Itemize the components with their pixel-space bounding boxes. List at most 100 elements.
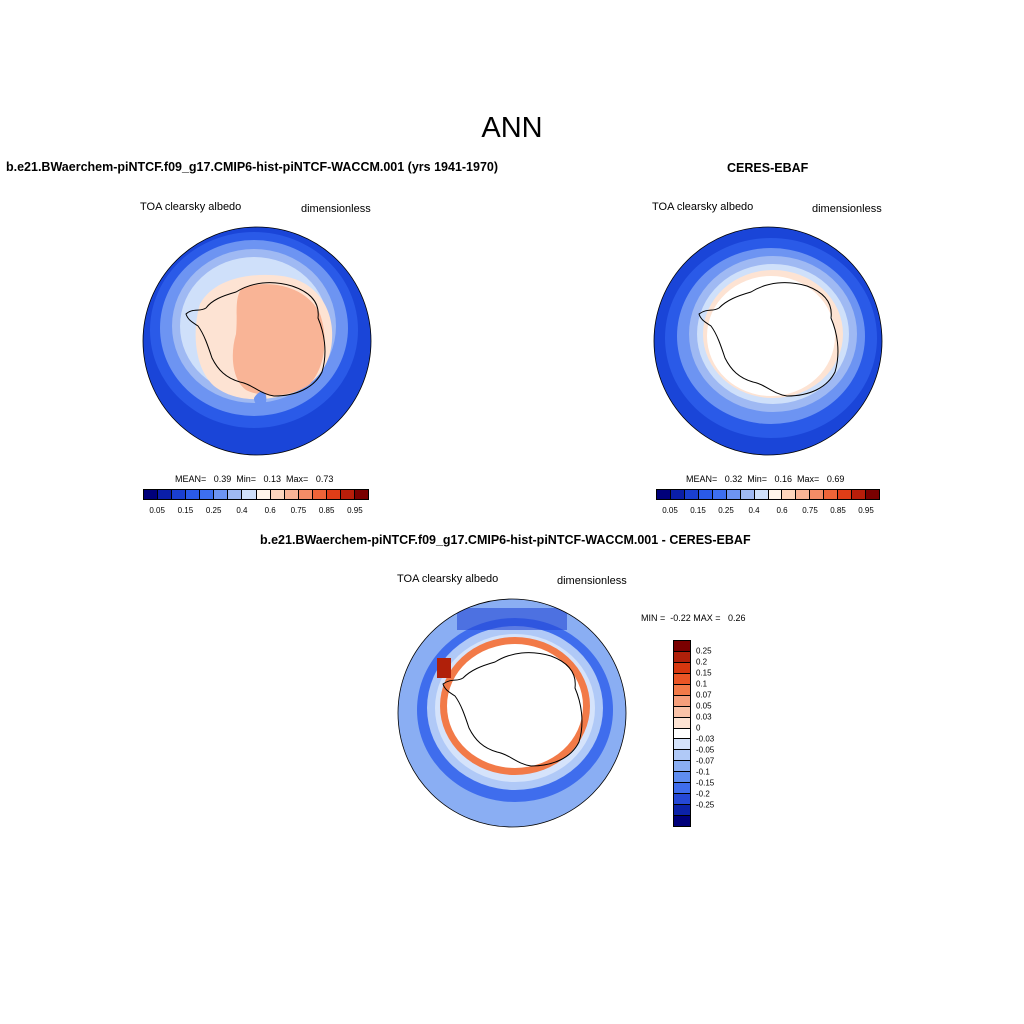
colorbar-swatch — [674, 641, 690, 652]
colorbar-swatch — [674, 673, 690, 685]
colorbar-swatch — [698, 490, 713, 499]
colorbar-tick-label: -0.25 — [696, 800, 715, 810]
colorbar-tick-label: 0.85 — [318, 506, 335, 515]
panel2-colorbar — [656, 489, 880, 500]
colorbar-tick-label: 0.4 — [748, 506, 760, 515]
colorbar-tick-label: 0.6 — [776, 506, 788, 515]
colorbar-tick-label: 0.1 — [696, 679, 708, 689]
colorbar-tick-label: 0.25 — [205, 506, 222, 515]
panel2-title: CERES-EBAF — [727, 161, 809, 175]
colorbar-swatch — [200, 490, 215, 499]
colorbar-swatch — [312, 490, 327, 499]
main-title: ANN — [481, 112, 543, 144]
colorbar-tick-label: 0.95 — [858, 506, 874, 515]
colorbar-swatch — [270, 490, 285, 499]
colorbar-swatch — [674, 816, 690, 826]
panel1-variable: TOA clearsky albedo — [140, 201, 242, 213]
colorbar-tick-label: 0 — [696, 723, 701, 733]
colorbar-swatch — [186, 490, 201, 499]
panel1-stats: MEAN= 0.39 Min= 0.13 Max= 0.73 — [175, 474, 334, 484]
colorbar-swatch — [172, 490, 187, 499]
colorbar-tick-label: 0.95 — [347, 506, 363, 515]
colorbar-swatch — [674, 761, 690, 773]
colorbar-swatch — [674, 695, 690, 707]
colorbar-swatch — [657, 490, 671, 499]
colorbar-swatch — [674, 783, 690, 795]
panel1-units: dimensionless — [301, 203, 371, 215]
colorbar-tick-label: -0.2 — [696, 789, 710, 799]
colorbar-tick-label: -0.03 — [696, 734, 715, 744]
colorbar-swatch — [674, 662, 690, 674]
colorbar-tick-label: -0.05 — [696, 745, 715, 755]
colorbar-swatch — [768, 490, 783, 499]
panel3-variable: TOA clearsky albedo — [397, 573, 499, 585]
colorbar-swatch — [214, 490, 229, 499]
colorbar-tick-label: 0.25 — [696, 646, 712, 656]
colorbar-swatch — [242, 490, 257, 499]
colorbar-swatch — [674, 750, 690, 762]
colorbar-tick-label: 0.75 — [802, 506, 818, 515]
panel3-units: dimensionless — [557, 575, 627, 587]
colorbar-swatch — [284, 490, 299, 499]
colorbar-tick-label: -0.07 — [696, 756, 715, 766]
colorbar-swatch — [674, 794, 690, 806]
colorbar-tick-label: -0.1 — [696, 767, 710, 777]
colorbar-swatch — [670, 490, 685, 499]
colorbar-swatch — [256, 490, 271, 499]
colorbar-swatch — [838, 490, 853, 499]
colorbar-swatch — [726, 490, 741, 499]
panel1-title: b.e21.BWaerchem-piNTCF.f09_g17.CMIP6-his… — [6, 160, 499, 174]
panel2-stats: MEAN= 0.32 Min= 0.16 Max= 0.69 — [686, 474, 845, 484]
colorbar-swatch — [754, 490, 769, 499]
panel3-colorbar-labels: 0.25 0.2 0.15 0.1 0.07 0.05 0.03 0 -0.03 -0.05 -0.… — [696, 640, 736, 827]
colorbar-tick-label: 0.4 — [236, 506, 248, 515]
colorbar-swatch — [298, 490, 313, 499]
colorbar-swatch — [866, 490, 879, 499]
colorbar-swatch — [810, 490, 825, 499]
colorbar-swatch — [144, 490, 159, 499]
colorbar-swatch — [674, 739, 690, 751]
colorbar-swatch — [674, 684, 690, 696]
panel2-map — [653, 226, 883, 456]
colorbar-swatch — [674, 728, 690, 740]
colorbar-swatch — [158, 490, 173, 499]
colorbar-swatch — [340, 490, 355, 499]
panel1-colorbar — [143, 489, 369, 500]
colorbar-tick-label: 0.15 — [177, 506, 194, 515]
colorbar-tick-label: -0.15 — [696, 778, 715, 788]
panel3-stats: MIN = -0.22 MAX = 0.26 — [641, 613, 746, 623]
colorbar-swatch — [674, 805, 690, 816]
colorbar-swatch — [228, 490, 243, 499]
colorbar-tick-label: 0.05 — [149, 506, 165, 515]
colorbar-swatch — [684, 490, 699, 499]
panel3-map — [397, 598, 627, 828]
colorbar-swatch — [354, 490, 368, 499]
colorbar-tick-label: 0.2 — [696, 657, 708, 667]
colorbar-tick-label: 0.75 — [290, 506, 307, 515]
colorbar-tick-label: 0.07 — [696, 690, 712, 700]
panel3-title: b.e21.BWaerchem-piNTCF.f09_g17.CMIP6-his… — [260, 533, 751, 547]
colorbar-swatch — [712, 490, 727, 499]
panel1-map — [142, 226, 372, 456]
panel3-colorbar — [673, 640, 691, 827]
colorbar-tick-label: 0.15 — [696, 668, 712, 678]
colorbar-tick-label: 0.6 — [264, 506, 276, 515]
colorbar-tick-label: 0.15 — [690, 506, 706, 515]
colorbar-swatch — [782, 490, 797, 499]
colorbar-swatch — [674, 651, 690, 663]
panel2-units: dimensionless — [812, 203, 882, 215]
colorbar-tick-label: 0.05 — [662, 506, 678, 515]
panel2-variable: TOA clearsky albedo — [652, 201, 754, 213]
colorbar-swatch — [824, 490, 839, 499]
colorbar-swatch — [740, 490, 755, 499]
colorbar-tick-label: 0.25 — [718, 506, 734, 515]
colorbar-swatch — [674, 717, 690, 729]
colorbar-swatch — [852, 490, 867, 499]
colorbar-swatch — [674, 772, 690, 784]
colorbar-swatch — [674, 706, 690, 718]
colorbar-swatch — [796, 490, 811, 499]
colorbar-tick-label: 0.85 — [830, 506, 846, 515]
colorbar-tick-label: 0.03 — [696, 712, 712, 722]
colorbar-tick-label: 0.05 — [696, 701, 712, 711]
colorbar-swatch — [326, 490, 341, 499]
